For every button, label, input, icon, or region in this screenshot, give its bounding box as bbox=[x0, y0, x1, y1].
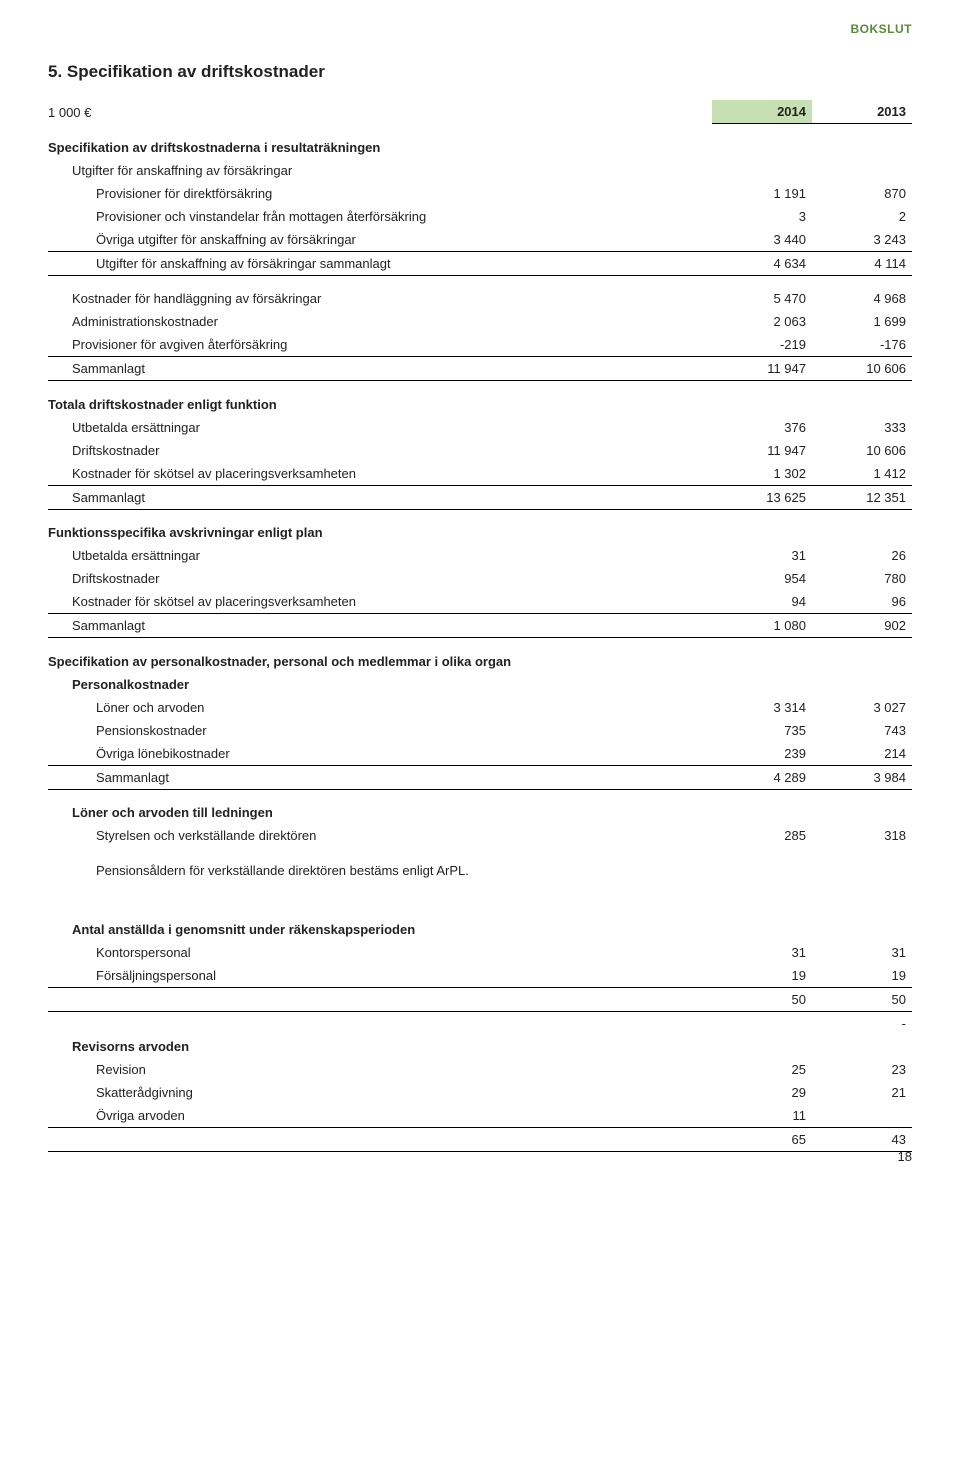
table-row: Styrelsen och verkställande direktören28… bbox=[48, 824, 912, 847]
note-row: Pensionsåldern för verkställande direktö… bbox=[48, 859, 912, 882]
page: BOKSLUT 5. Specifikation av driftskostna… bbox=[0, 0, 960, 1174]
table-row: Sammanlagt1 080902 bbox=[48, 614, 912, 638]
table-row: Driftskostnader11 94710 606 bbox=[48, 439, 912, 462]
table-row: Utgifter för anskaffning av försäkringar… bbox=[48, 251, 912, 275]
table-row: Sammanlagt13 62512 351 bbox=[48, 485, 912, 509]
header-tag: BOKSLUT bbox=[851, 22, 913, 36]
table-row: Övriga utgifter för anskaffning av försä… bbox=[48, 228, 912, 252]
section-6-title: Löner och arvoden till ledningen bbox=[48, 801, 912, 824]
section-5-title: Specifikation av personalkostnader, pers… bbox=[48, 650, 912, 673]
section-7-title: Antal anställda i genomsnitt under räken… bbox=[48, 918, 912, 941]
unit-label: 1 000 € bbox=[48, 100, 712, 124]
section-1-subtitle: Utgifter för anskaffning av försäkringar bbox=[48, 159, 912, 182]
table-row: Kontorspersonal3131 bbox=[48, 941, 912, 964]
table-row: Sammanlagt4 2893 984 bbox=[48, 765, 912, 789]
table-row: Löner och arvoden3 3143 027 bbox=[48, 696, 912, 719]
table-row: Kostnader för skötsel av placeringsverks… bbox=[48, 462, 912, 486]
table-row: Övriga lönebikostnader239214 bbox=[48, 742, 912, 766]
table-row: Sammanlagt11 94710 606 bbox=[48, 357, 912, 381]
table-row: Kostnader för handläggning av försäkring… bbox=[48, 287, 912, 310]
table-row: Driftskostnader954780 bbox=[48, 567, 912, 590]
table-row: Provisioner och vinstandelar från mottag… bbox=[48, 205, 912, 228]
table-row: Försäljningspersonal1919 bbox=[48, 964, 912, 988]
table-row: Övriga arvoden11 bbox=[48, 1104, 912, 1128]
section-title: 5. Specifikation av driftskostnader bbox=[48, 22, 912, 82]
table-row: Utbetalda ersättningar376333 bbox=[48, 416, 912, 439]
year-1: 2014 bbox=[712, 100, 812, 124]
section-1-title: Specifikation av driftskostnaderna i res… bbox=[48, 136, 912, 159]
section-5-subtitle: Personalkostnader bbox=[48, 673, 912, 696]
year-header-row: 1 000 € 2014 2013 bbox=[48, 100, 912, 124]
section-3-title: Totala driftskostnader enligt funktion bbox=[48, 393, 912, 416]
table-row: Provisioner för direktförsäkring1 191870 bbox=[48, 182, 912, 205]
table-row: Administrationskostnader2 0631 699 bbox=[48, 310, 912, 333]
financial-table: 1 000 € 2014 2013 Specifikation av drift… bbox=[48, 100, 912, 1152]
table-row: Skatterådgivning2921 bbox=[48, 1081, 912, 1104]
table-row: Pensionskostnader735743 bbox=[48, 719, 912, 742]
table-row: Utbetalda ersättningar3126 bbox=[48, 544, 912, 567]
table-row: Provisioner för avgiven återförsäkring-2… bbox=[48, 333, 912, 357]
section-8-title: Revisorns arvoden bbox=[48, 1035, 912, 1058]
table-row: Kostnader för skötsel av placeringsverks… bbox=[48, 590, 912, 614]
table-row: 6543 bbox=[48, 1128, 912, 1152]
dash-row: - bbox=[48, 1012, 912, 1036]
year-2: 2013 bbox=[812, 100, 912, 124]
table-row: 5050 bbox=[48, 988, 912, 1012]
page-number: 18 bbox=[898, 1149, 912, 1164]
section-4-title: Funktionsspecifika avskrivningar enligt … bbox=[48, 521, 912, 544]
table-row: Revision2523 bbox=[48, 1058, 912, 1081]
